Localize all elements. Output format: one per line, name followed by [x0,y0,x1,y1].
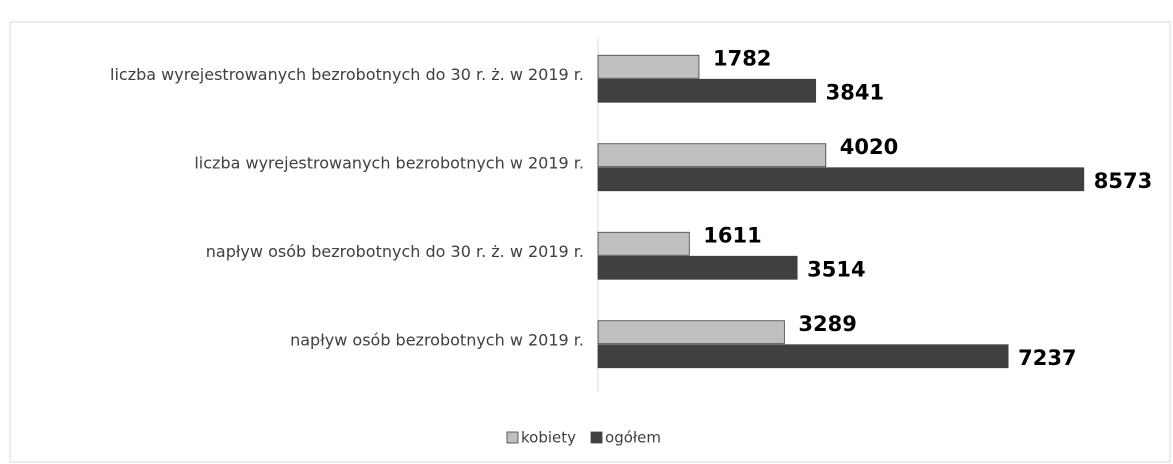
chart-border [9,21,1171,463]
legend-swatch [590,431,603,444]
data-label: 8573 [1094,169,1152,193]
y-tick-label: liczba wyrejestrowanych bezrobotnych do … [110,65,584,84]
bar [597,54,700,79]
y-tick-label: napływ osób bezrobotnych do 30 r. ż. w 2… [206,242,584,261]
bar [597,78,817,103]
data-label: 1611 [703,223,761,247]
data-label: 3841 [826,80,884,104]
data-label: 7237 [1018,346,1076,370]
data-label: 1782 [713,46,771,70]
bar [597,231,690,256]
bar [597,167,1085,192]
y-tick-label: napływ osób bezrobotnych w 2019 r. [290,330,584,349]
bar [597,344,1009,369]
data-label: 3514 [807,257,865,281]
data-label: 3289 [798,312,856,336]
y-tick-label: liczba wyrejestrowanych bezrobotnych w 2… [194,153,584,172]
bar [597,255,798,280]
bar [597,320,785,345]
legend-label: kobiety [521,429,576,447]
legend-label: ogółem [605,429,661,447]
bar [597,143,827,168]
data-label: 4020 [840,135,898,159]
legend-swatch [506,431,519,444]
